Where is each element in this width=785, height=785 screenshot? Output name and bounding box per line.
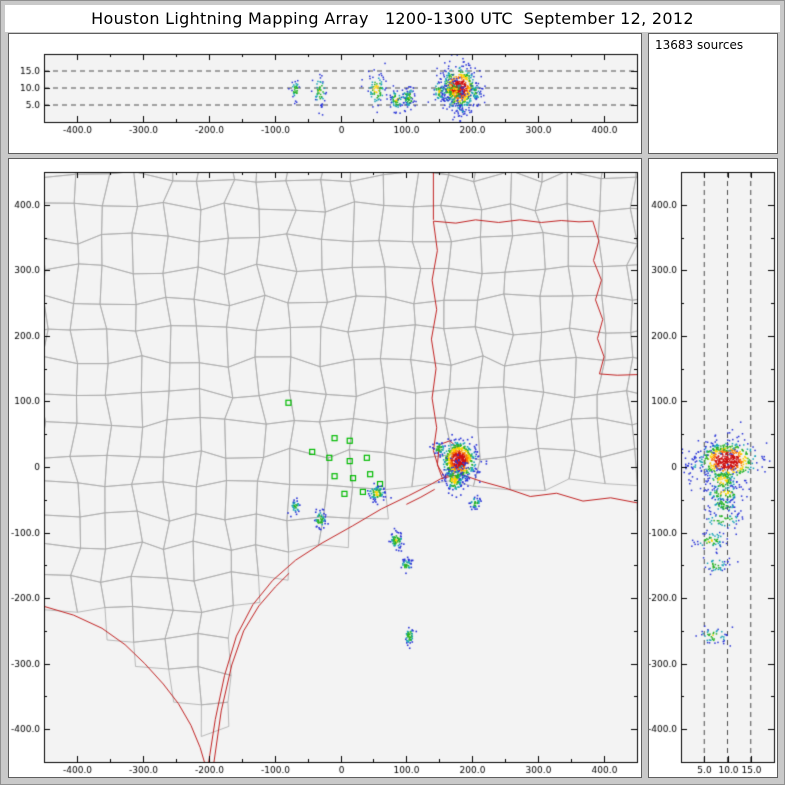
lma-window: Houston Lightning Mapping Array 1200-130…: [5, 5, 780, 780]
sources-panel: 13683 sources: [648, 33, 778, 154]
title-bar: Houston Lightning Mapping Array 1200-130…: [5, 5, 780, 32]
sources-count-label: 13683 sources: [655, 38, 744, 52]
ew-altitude-panel: [8, 33, 642, 154]
ns-altitude-panel: [648, 158, 778, 778]
plan-view-panel: [8, 158, 642, 778]
window-title: Houston Lightning Mapping Array 1200-130…: [91, 9, 694, 28]
ew-altitude-canvas[interactable]: [9, 34, 641, 153]
ns-altitude-canvas[interactable]: [649, 159, 777, 777]
plan-view-canvas[interactable]: [9, 159, 641, 777]
